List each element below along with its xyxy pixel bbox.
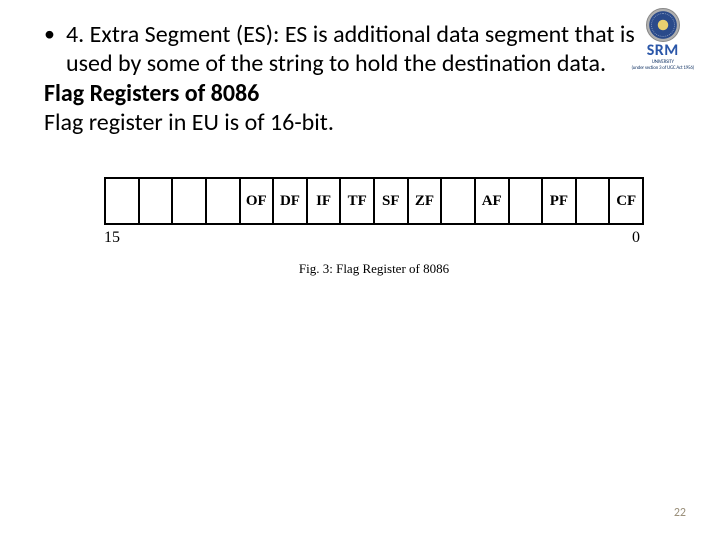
msb-label: 15: [104, 229, 120, 247]
flag-cell: [105, 178, 139, 224]
flag-cell: TF: [340, 178, 374, 224]
logo-brand: SRM: [631, 43, 694, 59]
flag-cell: [509, 178, 543, 224]
university-logo: SRM UNIVERSITY (under section 3 of UGC A…: [631, 8, 694, 71]
figure-caption: Fig. 3: Flag Register of 8086: [104, 261, 644, 277]
slide: SRM UNIVERSITY (under section 3 of UGC A…: [0, 0, 720, 540]
flag-cell: [172, 178, 206, 224]
logo-subline2: (under section 3 of UGC Act 1956): [631, 65, 694, 71]
bullet-text: 4. Extra Segment (ES): ES is additional …: [66, 20, 660, 79]
flag-cell: [206, 178, 240, 224]
table-row: OF DF IF TF SF ZF AF PF CF: [105, 178, 643, 224]
bullet-marker: •: [44, 20, 66, 49]
bullet-item: • 4. Extra Segment (ES): ES is additiona…: [44, 20, 660, 79]
flag-cell: DF: [273, 178, 307, 224]
logo-seal-icon: [646, 8, 680, 42]
flag-cell: AF: [475, 178, 509, 224]
flag-register-figure: OF DF IF TF SF ZF AF PF CF 15 0 Fig. 3: …: [104, 177, 644, 277]
body-line: Flag register in EU is of 16-bit.: [44, 108, 660, 137]
flag-cell: PF: [542, 178, 576, 224]
slide-content: • 4. Extra Segment (ES): ES is additiona…: [44, 20, 660, 137]
lsb-label: 0: [632, 229, 640, 247]
bit-axis: 15 0: [104, 229, 644, 247]
flag-cell: [441, 178, 475, 224]
flag-register-table: OF DF IF TF SF ZF AF PF CF: [104, 177, 644, 225]
flag-cell: SF: [374, 178, 408, 224]
flag-cell: [576, 178, 610, 224]
flag-cell: [139, 178, 173, 224]
flag-cell: CF: [609, 178, 643, 224]
flag-cell: IF: [307, 178, 341, 224]
section-heading: Flag Registers of 8086: [44, 79, 660, 108]
flag-cell: ZF: [408, 178, 442, 224]
page-number: 22: [674, 506, 686, 520]
flag-cell: OF: [240, 178, 274, 224]
